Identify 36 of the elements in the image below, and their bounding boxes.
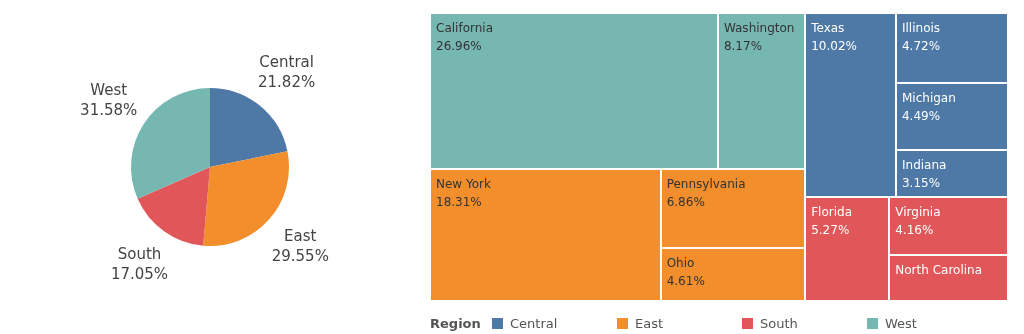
legend-title: Region <box>430 315 482 331</box>
category-label: Washington <box>723 20 796 37</box>
category-label: Michigan <box>901 90 957 108</box>
category-label: Texas <box>811 20 846 37</box>
legend-label: East <box>635 315 664 331</box>
category-label: Virginia <box>895 203 942 221</box>
legend-label: Central <box>510 315 558 331</box>
slice-label: West <box>90 80 128 99</box>
category-label: California <box>436 20 494 37</box>
data-label: 18.31% <box>436 193 483 211</box>
data-label: 21.82% <box>258 73 316 92</box>
data-label: 6.86% <box>666 193 706 211</box>
legend-label: South <box>760 315 798 331</box>
legend-label: West <box>885 315 917 331</box>
data-label: 3.15% <box>901 174 942 192</box>
data-label: 31.58% <box>80 100 138 119</box>
data-label: 17.05% <box>110 265 169 284</box>
slice-label: East <box>284 227 317 246</box>
category-label: Pennsylvania <box>666 175 747 193</box>
data-label: 10.02% <box>811 38 858 55</box>
category-label: Illinois <box>901 20 942 37</box>
data-label: 5.27% <box>811 221 851 239</box>
data-label: 4.61% <box>666 272 706 290</box>
category-label: New York <box>436 175 492 193</box>
data-label: 29.55% <box>271 247 329 266</box>
data-label: 4.49% <box>901 108 942 126</box>
slice-label: South <box>117 245 162 264</box>
category-label: Florida <box>811 203 853 221</box>
category-label: Ohio <box>666 254 696 272</box>
category-label: North Carolina <box>895 262 983 279</box>
category-label: Indiana <box>901 156 948 174</box>
data-label: 8.17% <box>723 38 764 55</box>
slice-label: Central <box>259 53 314 72</box>
data-label: 4.16% <box>895 221 935 239</box>
data-label: 26.96% <box>436 38 483 55</box>
data-label: 4.72% <box>901 38 942 55</box>
